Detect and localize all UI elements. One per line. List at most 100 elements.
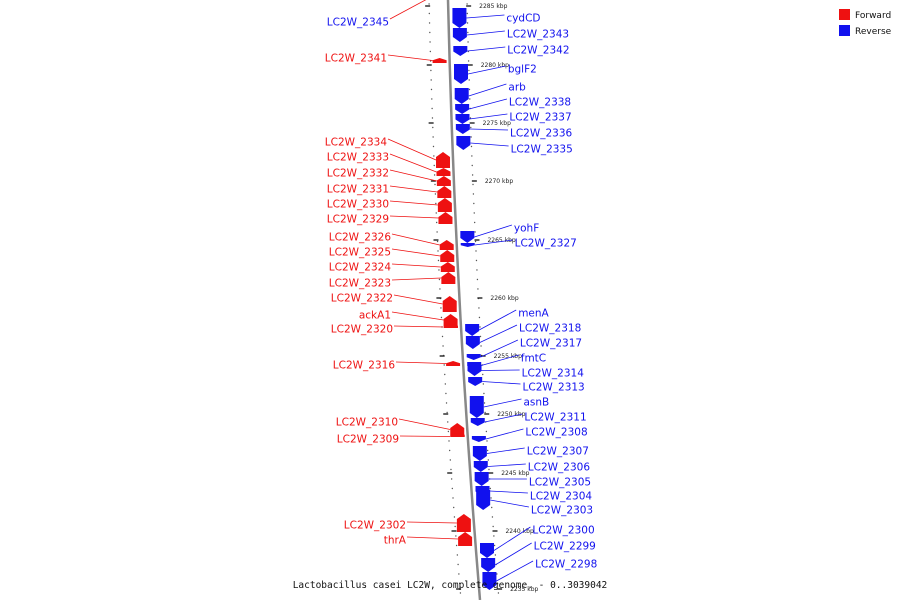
legend-reverse-label: Reverse (855, 27, 892, 37)
forward-gene-leader (399, 435, 451, 437)
reverse-gene-arrow[interactable] (456, 136, 471, 150)
reverse-gene-arrow[interactable] (472, 446, 487, 461)
forward-gene-leader (393, 325, 444, 328)
tick-dot (440, 307, 442, 309)
reverse-gene-arrow[interactable] (471, 436, 486, 442)
forward-gene-arrow[interactable] (456, 514, 471, 532)
tick-dot (432, 145, 435, 148)
reverse-gene-arrow[interactable] (455, 104, 470, 114)
forward-gene-label: LC2W_2309 (337, 434, 399, 446)
tick-dot (433, 164, 435, 167)
reverse-gene-leader (466, 30, 505, 36)
reverse-gene-arrow[interactable] (452, 28, 467, 42)
forward-gene-arrow[interactable] (438, 212, 453, 224)
forward-gene-arrow[interactable] (436, 168, 451, 176)
tick-dot (493, 535, 495, 537)
reverse-gene-label: asnB (523, 397, 549, 409)
reverse-gene-arrow[interactable] (473, 461, 488, 472)
tick-label: 2235 kbp (510, 586, 538, 593)
tick-dot (480, 345, 482, 347)
forward-gene-arrow[interactable] (442, 296, 457, 312)
tick-dot (471, 164, 473, 167)
tick-dot (457, 563, 459, 566)
tick-dot (432, 126, 434, 129)
forward-gene-arrow[interactable] (443, 324, 458, 328)
tick-dot (473, 202, 475, 205)
tick-label: 2275 kbp (483, 120, 511, 127)
forward-gene-arrow[interactable] (458, 532, 473, 546)
tick-dot (486, 449, 489, 452)
reverse-gene-arrow[interactable] (482, 572, 497, 590)
reverse-gene-arrow[interactable] (468, 377, 483, 386)
tick-dot (476, 269, 478, 271)
forward-gene-leader (389, 185, 438, 193)
forward-gene-leader (391, 248, 441, 257)
reverse-gene-arrow[interactable] (460, 231, 475, 243)
tick-dot (469, 98, 471, 100)
reverse-gene-leader (496, 560, 534, 582)
reverse-gene-arrow[interactable] (453, 46, 468, 56)
reverse-gene-label: LC2W_2308 (525, 427, 587, 439)
forward-gene-arrow[interactable] (450, 423, 465, 436)
tick-dot (470, 126, 472, 129)
forward-gene-leader (387, 54, 433, 61)
tick-dot (435, 212, 437, 214)
reverse-gene-arrow[interactable] (454, 88, 469, 104)
tick-dot (468, 79, 470, 81)
reverse-gene-arrow[interactable] (465, 336, 480, 349)
reverse-gene-arrow[interactable] (455, 114, 470, 124)
reverse-gene-arrow[interactable] (455, 124, 470, 134)
tick-dot (445, 402, 448, 404)
forward-gene-label: LC2W_2334 (325, 137, 388, 149)
reverse-gene-arrow[interactable] (454, 64, 469, 84)
reverse-gene-arrow[interactable] (467, 365, 482, 376)
tick-dot (428, 22, 431, 24)
reverse-gene-arrow[interactable] (474, 472, 489, 486)
forward-gene-label: LC2W_2345 (327, 17, 389, 29)
reverse-gene-arrow[interactable] (466, 354, 481, 360)
tick-dot (443, 364, 445, 366)
reverse-gene-arrow[interactable] (481, 558, 496, 572)
tick-dot (452, 497, 454, 499)
reverse-gene-arrow[interactable] (479, 543, 494, 558)
reverse-gene-arrow[interactable] (460, 243, 475, 247)
tick-dot (435, 202, 437, 205)
forward-gene-label: LC2W_2329 (327, 214, 389, 226)
forward-gene-arrow[interactable] (436, 152, 451, 168)
tick-dot (444, 383, 447, 385)
forward-gene-layer: LC2W_2345 LC2W_2341 LC2W_2334 LC2W_2333 LC2W… (325, 0, 473, 547)
forward-gene-arrow[interactable] (439, 240, 454, 250)
reverse-gene-label: LC2W_2305 (529, 477, 591, 489)
tick-dot (445, 392, 447, 395)
reverse-gene-arrow[interactable] (452, 8, 467, 28)
tick-dot (444, 373, 446, 376)
tick-dot (475, 259, 478, 262)
forward-gene-label: LC2W_2331 (327, 184, 389, 196)
tick-dot (435, 221, 438, 224)
forward-gene-label: LC2W_2324 (329, 262, 392, 274)
forward-gene-arrow[interactable] (450, 433, 465, 437)
reverse-gene-label: arb (508, 82, 526, 94)
forward-gene-arrow[interactable] (443, 314, 458, 326)
tick-label: 2260 kbp (490, 295, 518, 302)
reverse-gene-arrow[interactable] (470, 418, 485, 426)
forward-gene-arrow[interactable] (436, 176, 451, 186)
tick-dot (450, 478, 453, 480)
forward-gene-arrow[interactable] (437, 198, 452, 212)
tick-dot (488, 468, 490, 471)
reverse-gene-arrow[interactable] (476, 490, 491, 510)
forward-gene-arrow[interactable] (440, 262, 455, 272)
forward-gene-arrow[interactable] (446, 361, 461, 366)
reverse-gene-label: LC2W_2338 (509, 97, 571, 109)
tick-dot (477, 288, 479, 290)
forward-gene-arrow[interactable] (441, 272, 456, 284)
reverse-gene-arrow[interactable] (469, 396, 484, 418)
forward-gene-arrow[interactable] (432, 58, 447, 63)
forward-gene-arrow[interactable] (437, 186, 452, 198)
tick-dot (482, 383, 485, 385)
forward-gene-arrow[interactable] (440, 250, 455, 262)
tick-dot (483, 392, 485, 395)
reverse-gene-arrow[interactable] (465, 324, 480, 336)
reverse-gene-leader (494, 542, 532, 566)
tick-dot (437, 250, 439, 252)
